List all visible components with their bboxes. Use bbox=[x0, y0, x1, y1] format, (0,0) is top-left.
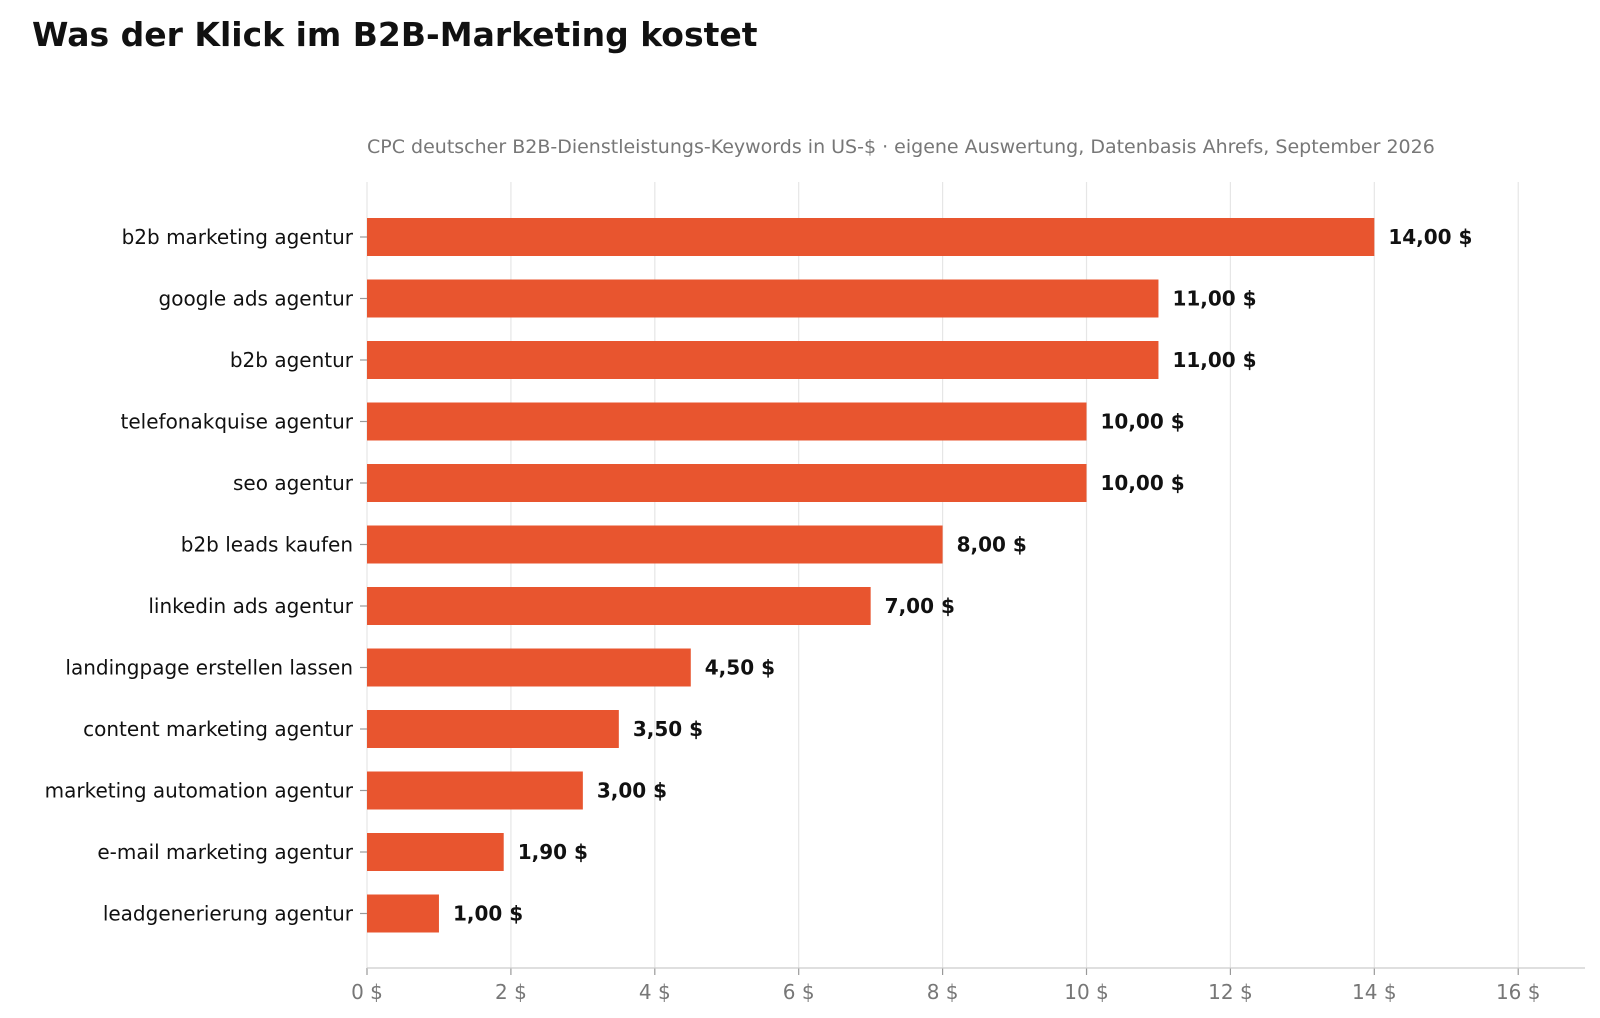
value-label: 4,50 $ bbox=[705, 656, 775, 680]
value-label: 3,00 $ bbox=[597, 779, 667, 803]
category-label: b2b marketing agentur bbox=[122, 225, 354, 249]
chart-title: Was der Klick im B2B-Marketing kostet bbox=[32, 15, 758, 54]
category-label: seo agentur bbox=[233, 471, 354, 495]
x-tick-label: 8 $ bbox=[927, 980, 959, 1004]
x-axis: 0 $ 2 $ 4 $ 6 $ 8 $ 10 $ 12 $ 14 $ 16 $ bbox=[351, 967, 1585, 1004]
value-label: 8,00 $ bbox=[957, 533, 1027, 557]
bar bbox=[367, 587, 871, 625]
category-label: leadgenerierung agentur bbox=[103, 902, 354, 926]
bar bbox=[367, 402, 1087, 441]
bar bbox=[367, 710, 619, 748]
x-tick-label: 14 $ bbox=[1352, 980, 1397, 1004]
x-tick-label: 16 $ bbox=[1496, 980, 1541, 1004]
bar bbox=[367, 894, 439, 933]
bar bbox=[367, 648, 691, 687]
bar bbox=[367, 464, 1087, 502]
category-label: b2b agentur bbox=[230, 348, 354, 372]
x-tick-label: 2 $ bbox=[495, 980, 527, 1004]
category-label: telefonakquise agentur bbox=[121, 410, 354, 434]
bar bbox=[367, 279, 1159, 318]
value-label: 7,00 $ bbox=[885, 594, 955, 618]
bar bbox=[367, 525, 943, 564]
x-tick-label: 0 $ bbox=[351, 980, 383, 1004]
category-label: content marketing agentur bbox=[83, 717, 354, 741]
value-label: 10,00 $ bbox=[1101, 410, 1185, 434]
value-label: 3,50 $ bbox=[633, 717, 703, 741]
bar bbox=[367, 341, 1159, 379]
value-label: 11,00 $ bbox=[1172, 348, 1256, 372]
x-tick-label: 6 $ bbox=[783, 980, 815, 1004]
value-label: 1,90 $ bbox=[518, 840, 588, 864]
value-label: 1,00 $ bbox=[453, 902, 523, 926]
bar bbox=[367, 218, 1375, 256]
category-label: linkedin ads agentur bbox=[148, 594, 353, 618]
value-label: 10,00 $ bbox=[1101, 471, 1185, 495]
x-tick-label: 4 $ bbox=[639, 980, 671, 1004]
value-label: 14,00 $ bbox=[1388, 225, 1472, 249]
value-label: 11,00 $ bbox=[1172, 287, 1256, 311]
bars: b2b marketing agentur 14,00 $ google ads a… bbox=[45, 218, 1472, 933]
category-label: b2b leads kaufen bbox=[181, 533, 353, 557]
category-label: landingpage erstellen lassen bbox=[65, 656, 353, 680]
x-tick-label: 10 $ bbox=[1064, 980, 1109, 1004]
category-label: marketing automation agentur bbox=[45, 779, 354, 803]
bar bbox=[367, 771, 583, 810]
chart-subtitle: CPC deutscher B2B-Dienstleistungs-Keywor… bbox=[367, 136, 1435, 158]
category-label: google ads agentur bbox=[159, 287, 354, 311]
x-tick-label: 12 $ bbox=[1208, 980, 1253, 1004]
category-label: e-mail marketing agentur bbox=[97, 840, 353, 864]
bar bbox=[367, 833, 504, 871]
